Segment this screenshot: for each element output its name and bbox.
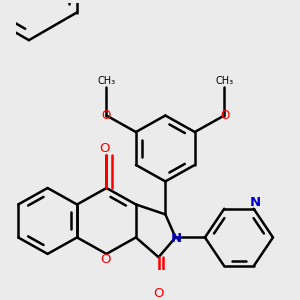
Text: O: O [153, 287, 164, 300]
Text: O: O [220, 109, 230, 122]
Text: N: N [171, 232, 182, 245]
Text: O: O [100, 253, 111, 266]
Text: N: N [250, 196, 261, 209]
Text: O: O [101, 109, 110, 122]
Text: CH₃: CH₃ [215, 76, 233, 85]
Text: O: O [99, 142, 110, 155]
Text: CH₃: CH₃ [98, 76, 116, 85]
